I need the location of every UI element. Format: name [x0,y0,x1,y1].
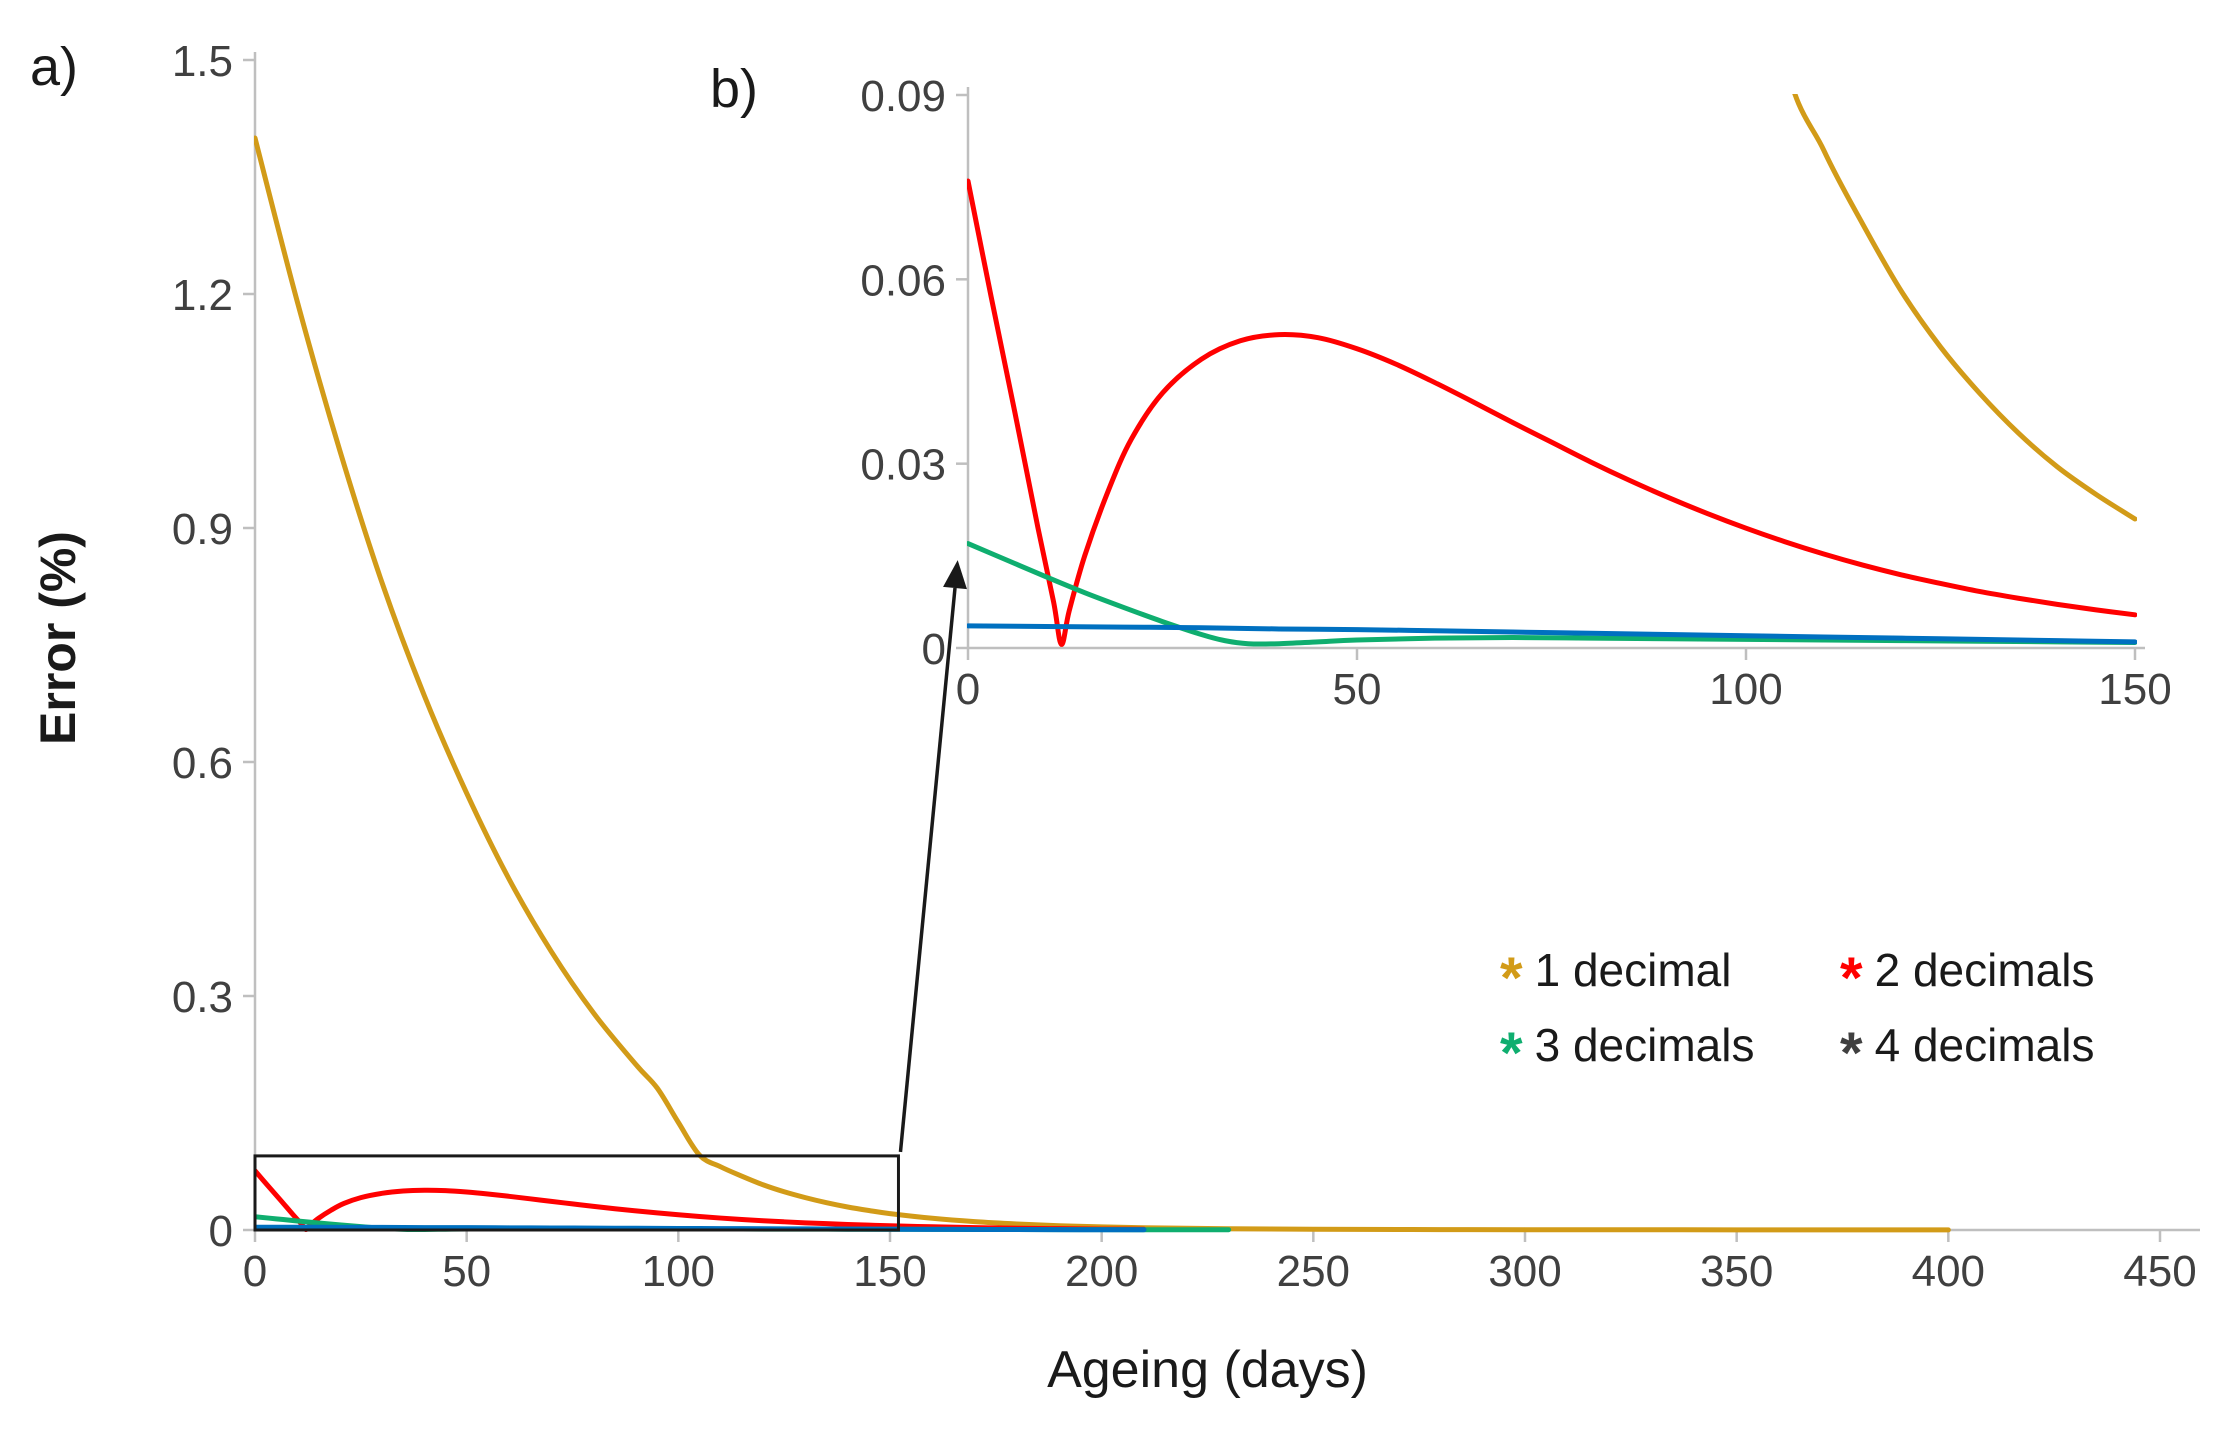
main-x-tick-label: 400 [1912,1247,1985,1296]
main-y-tick-label: 0.6 [172,739,233,788]
panel-main: 0 50 100 150 200 250 300 350 400 450 0 0.3 0.6 0.9 1.2… [172,37,2200,1296]
y-axis-title: Error (%) [30,531,86,745]
inset-x-tick-label: 0 [956,665,980,714]
main-x-tick-label: 100 [642,1247,715,1296]
zoom-arrow-head-icon [943,560,967,590]
main-y-tick-label: 0.3 [172,973,233,1022]
main-x-tick-label: 200 [1065,1247,1138,1296]
panel-inset: 0 50 100 150 0 0.03 0.06 0.09 [860,72,2171,714]
main-y-tick-label: 0.9 [172,505,233,554]
main-y-tick-label: 0 [209,1207,233,1256]
series-line-2-decimals-inset [967,178,2137,647]
panel-a-label: a) [30,37,79,97]
series-line-2-decimals-main [254,1168,1147,1233]
main-x-tick-label: 450 [2123,1247,2196,1296]
series-marker-1-decimal-icon: * [1500,946,1523,1011]
main-y-tick-label: 1.5 [172,37,233,86]
inset-x-tick-label: 150 [2098,665,2171,714]
legend-label-3-decimals: 3 decimals [1534,1019,1755,1071]
series-marker-2-decimals-icon: * [1840,946,1863,1011]
zoom-arrow-line [898,587,957,1153]
inset-x-tick-label: 50 [1333,665,1382,714]
main-x-tick-label: 300 [1488,1247,1561,1296]
series-line-4-decimals-inset [967,623,2137,645]
legend-label-1-decimal: 1 decimal [1534,944,1732,996]
series-line-1-decimal-inset [1792,94,2137,522]
series-line-1-decimal-main [254,135,1951,1233]
legend-label-2-decimals: 2 decimals [1874,944,2095,996]
legend: * 1 decimal * 2 decimals * 3 decimals * … [1500,938,2210,1083]
series-marker-4-decimals-icon: * [1840,1021,1863,1086]
x-axis-title: Ageing (days) [1047,1341,1368,1399]
main-x-tick-label: 350 [1700,1247,1773,1296]
legend-item-1-decimal: * 1 decimal [1500,938,1840,1008]
panel-b-label: b) [710,59,759,119]
series-marker-3-decimals-icon: * [1500,1021,1523,1086]
legend-label-4-decimals: 4 decimals [1874,1019,2095,1071]
main-x-tick-label: 50 [442,1247,491,1296]
main-x-tick-label: 0 [243,1247,267,1296]
inset-y-tick-label: 0.09 [860,72,946,121]
inset-x-tick-label: 100 [1709,665,1782,714]
inset-y-tick-label: 0 [922,625,946,674]
series-line-3-decimals-inset [967,541,2137,647]
inset-y-tick-label: 0.06 [860,256,946,305]
main-x-tick-label: 150 [853,1247,926,1296]
legend-item-2-decimals: * 2 decimals [1840,938,2210,1008]
main-x-tick-label: 250 [1277,1247,1350,1296]
inset-y-tick-label: 0.03 [860,441,946,490]
legend-item-4-decimals: * 4 decimals [1840,1013,2210,1083]
main-y-tick-label: 1.2 [172,271,233,320]
legend-item-3-decimals: * 3 decimals [1500,1013,1840,1083]
series-line-4-decimals-main [254,1224,1147,1233]
zoom-region-rect [253,1154,900,1232]
